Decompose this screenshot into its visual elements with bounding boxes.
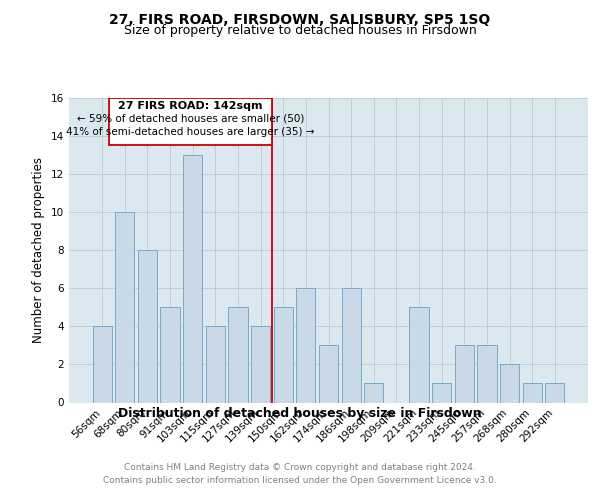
Bar — [364, 384, 383, 402]
Bar — [432, 384, 451, 402]
Bar — [206, 326, 225, 402]
Text: ← 59% of detached houses are smaller (50): ← 59% of detached houses are smaller (50… — [77, 114, 304, 124]
Text: 41% of semi-detached houses are larger (35) →: 41% of semi-detached houses are larger (… — [66, 127, 315, 137]
Text: 27 FIRS ROAD: 142sqm: 27 FIRS ROAD: 142sqm — [118, 101, 263, 111]
Text: Contains public sector information licensed under the Open Government Licence v3: Contains public sector information licen… — [103, 476, 497, 485]
Text: Contains HM Land Registry data © Crown copyright and database right 2024.: Contains HM Land Registry data © Crown c… — [124, 462, 476, 471]
Bar — [341, 288, 361, 403]
Bar — [183, 154, 202, 402]
Bar — [138, 250, 157, 402]
Bar — [409, 307, 428, 402]
Bar — [274, 307, 293, 402]
Bar — [115, 212, 134, 402]
Bar — [109, 98, 272, 145]
Bar — [92, 326, 112, 402]
Text: 27, FIRS ROAD, FIRSDOWN, SALISBURY, SP5 1SQ: 27, FIRS ROAD, FIRSDOWN, SALISBURY, SP5 … — [109, 12, 491, 26]
Bar — [160, 307, 180, 402]
Bar — [229, 307, 248, 402]
Bar — [545, 384, 565, 402]
Bar — [523, 384, 542, 402]
Y-axis label: Number of detached properties: Number of detached properties — [32, 157, 46, 343]
Bar — [251, 326, 270, 402]
Bar — [319, 346, 338, 403]
Bar — [455, 346, 474, 403]
Bar — [296, 288, 316, 403]
Text: Distribution of detached houses by size in Firsdown: Distribution of detached houses by size … — [118, 408, 482, 420]
Text: Size of property relative to detached houses in Firsdown: Size of property relative to detached ho… — [124, 24, 476, 37]
Bar — [477, 346, 497, 403]
Bar — [500, 364, 519, 403]
